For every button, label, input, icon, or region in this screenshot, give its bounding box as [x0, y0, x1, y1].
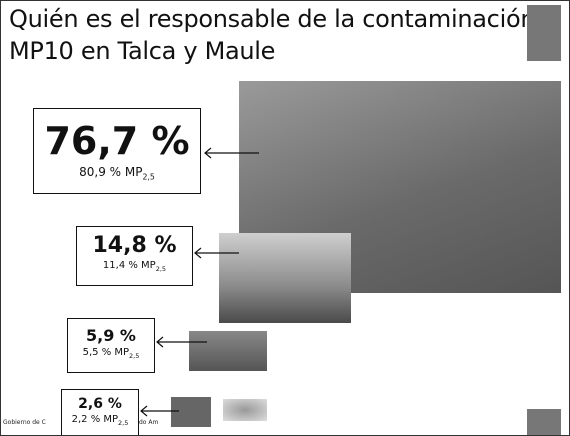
sub-index: 2,5: [129, 352, 139, 360]
sub-index: 2,5: [118, 419, 128, 427]
share-value: 14,8 %: [77, 233, 192, 258]
share-box: 76,7 % 80,9 % MP2,5: [33, 108, 201, 194]
sub-index: 2,5: [156, 265, 166, 273]
sub-index: 2,5: [142, 172, 154, 181]
footer-text: Gobierno de C: [3, 419, 46, 426]
sub-text: 5,5 % MP: [83, 347, 129, 358]
sub-text: 2,2 % MP: [72, 414, 118, 425]
share-sub: 11,4 % MP2,5: [77, 260, 192, 273]
sub-text: 80,9 % MP: [79, 165, 142, 179]
share-sub: 80,9 % MP2,5: [34, 165, 200, 181]
slide: Quién es el responsable de la contaminac…: [0, 0, 570, 436]
share-sub: 2,2 % MP2,5: [62, 414, 138, 427]
share-box: 2,6 % 2,2 % MP2,5: [61, 389, 139, 436]
share-value: 76,7 %: [34, 119, 200, 163]
footer-text: do Am: [139, 419, 158, 426]
share-box: 14,8 % 11,4 % MP2,5: [76, 226, 193, 286]
sub-text: 11,4 % MP: [103, 260, 156, 271]
share-box: 5,9 % 5,5 % MP2,5: [67, 318, 155, 373]
share-value: 2,6 %: [62, 396, 138, 412]
share-sub: 5,5 % MP2,5: [68, 347, 154, 360]
share-value: 5,9 %: [68, 326, 154, 345]
